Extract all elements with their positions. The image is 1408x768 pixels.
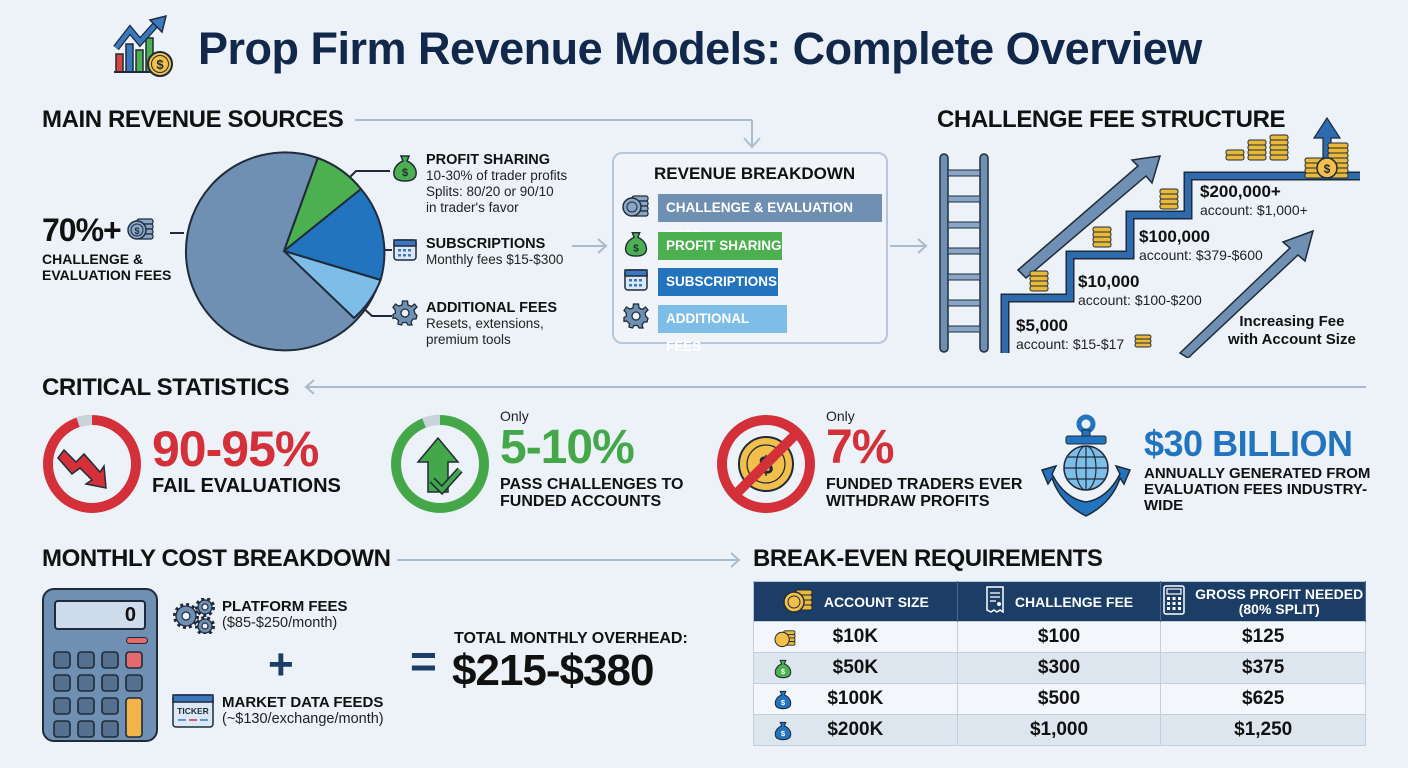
money-bag-green-icon: $ bbox=[774, 657, 792, 685]
break-even-table: ACCOUNT SIZE CHALLENGE FEE GROSS PROFIT … bbox=[753, 581, 1366, 746]
stat-fail-rate: 90-95% FAIL EVALUATIONS bbox=[152, 421, 341, 497]
table-row: $ $200K $1,000 $1,250 bbox=[753, 714, 1366, 747]
stat-industry-revenue: $30 BILLION ANNUALLY GENERATED FROM EVAL… bbox=[1144, 423, 1371, 514]
svg-text:$: $ bbox=[781, 667, 786, 676]
ladder-icon bbox=[939, 153, 989, 353]
pie-slice-challenge-fees bbox=[184, 151, 378, 352]
fee-structure-caption: Increasing Fee with Account Size bbox=[1228, 313, 1356, 348]
total-overhead-value: $215-$380 bbox=[452, 646, 654, 695]
svg-text:$: $ bbox=[781, 698, 786, 707]
money-bag-icon: $ bbox=[622, 229, 650, 262]
revenue-pie-chart bbox=[170, 151, 392, 352]
cost-item-market-data: TICKER MARKET DATA FEEDS (~$130/exchange… bbox=[172, 694, 384, 733]
calculator-icon bbox=[1163, 585, 1185, 618]
calendar-icon bbox=[392, 236, 418, 267]
svg-text:$: $ bbox=[633, 243, 639, 254]
calculator-display: 0 bbox=[54, 600, 146, 630]
section-title-revenue-sources: MAIN REVENUE SOURCES bbox=[42, 106, 344, 133]
coin-stack-icon bbox=[622, 192, 650, 223]
main-share-value: 70%+ bbox=[42, 212, 122, 248]
uptrend-check-icon bbox=[391, 414, 489, 513]
gear-icon bbox=[622, 303, 650, 334]
svg-text:$: $ bbox=[1324, 162, 1331, 176]
gears-icon bbox=[172, 597, 216, 639]
column-header-challenge-fee: CHALLENGE FEE bbox=[957, 581, 1162, 622]
pie-slice-additional-fees bbox=[283, 250, 382, 319]
page-title: Prop Firm Revenue Models: Complete Overv… bbox=[198, 23, 1202, 74]
column-header-gross-profit: GROSS PROFIT NEEDED (80% SPLIT) bbox=[1160, 581, 1366, 622]
trend-arrow-icon bbox=[1016, 155, 1162, 280]
revenue-breakdown-panel: REVENUE BREAKDOWN CHALLENGE & EVALUATION… bbox=[612, 152, 888, 354]
main-share-label: 70%+ $ CHALLENGE & EVALUATION FEES bbox=[42, 212, 171, 283]
svg-text:$: $ bbox=[156, 57, 164, 72]
svg-text:$: $ bbox=[402, 167, 408, 179]
table-header-row: ACCOUNT SIZE CHALLENGE FEE GROSS PROFIT … bbox=[753, 581, 1366, 622]
no-money-icon: $ bbox=[717, 415, 815, 513]
coin-stack-icon: $ bbox=[127, 215, 155, 246]
coin-stack-icon bbox=[782, 586, 814, 617]
receipt-icon bbox=[985, 585, 1005, 618]
chart-growth-coin-icon: $ bbox=[112, 14, 182, 85]
section-title-break-even: BREAK-EVEN REQUIREMENTS bbox=[753, 545, 1103, 572]
legend-item-profit-sharing: $ PROFIT SHARING 10-30% of trader profit… bbox=[392, 152, 567, 216]
ticker-icon: TICKER bbox=[172, 694, 214, 733]
plus-sign: + bbox=[268, 640, 294, 689]
pie-slice-subscriptions bbox=[283, 188, 386, 281]
column-header-account-size: ACCOUNT SIZE bbox=[753, 581, 958, 622]
money-bag-blue-icon: $ bbox=[774, 688, 792, 716]
table-row: $ $100K $500 $625 bbox=[753, 683, 1366, 716]
svg-text:$: $ bbox=[134, 226, 139, 236]
money-bag-icon: $ bbox=[392, 152, 418, 187]
table-row: $ $50K $300 $375 bbox=[753, 652, 1366, 685]
equals-sign: = bbox=[410, 635, 437, 687]
breakdown-title: REVENUE BREAKDOWN bbox=[654, 164, 856, 183]
calendar-icon bbox=[622, 266, 650, 297]
section-title-monthly-cost: MONTHLY COST BREAKDOWN bbox=[42, 545, 391, 572]
gear-icon bbox=[392, 300, 418, 331]
connector-arrow bbox=[397, 552, 741, 568]
connector-arrow bbox=[355, 119, 761, 149]
arrow-right-icon bbox=[572, 238, 608, 254]
calculator-icon: 0 bbox=[42, 588, 158, 742]
breakdown-item-subscriptions: SUBSCRIPTIONS bbox=[622, 266, 778, 297]
tier-10k: $10,000 account: $100-$200 bbox=[1078, 272, 1202, 308]
svg-text:$: $ bbox=[781, 729, 786, 738]
breakdown-item-challenge-fees: CHALLENGE & EVALUATION FEES bbox=[622, 192, 882, 243]
fee-staircase-graphic: $ bbox=[939, 116, 1360, 358]
total-overhead-label: TOTAL MONTHLY OVERHEAD: bbox=[454, 630, 688, 647]
cost-item-platform-fees: PLATFORM FEES ($85-$250/month) bbox=[172, 597, 348, 639]
main-share-caption: CHALLENGE & EVALUATION FEES bbox=[42, 251, 172, 283]
tier-100k: $100,000 account: $379-$600 bbox=[1139, 227, 1263, 263]
trend-arrow-icon bbox=[1178, 229, 1315, 358]
arrow-right-icon bbox=[890, 238, 928, 254]
stat-pass-rate: Only 5-10% PASS CHALLENGES TO FUNDED ACC… bbox=[500, 408, 684, 510]
table-row: $10K $100 $125 bbox=[753, 621, 1366, 654]
downtrend-arrow-icon bbox=[43, 415, 141, 513]
breakdown-item-profit-sharing: $ PROFIT SHARING bbox=[622, 229, 782, 262]
tier-5k: $5,000 account: $15-$17 bbox=[1016, 316, 1125, 352]
stat-withdraw-rate: Only 7% FUNDED TRADERS EVER WITHDRAW PRO… bbox=[826, 408, 1023, 510]
legend-item-additional-fees: ADDITIONAL FEES Resets, extensions, prem… bbox=[392, 300, 557, 348]
tier-200k: $200,000+ account: $1,000+ bbox=[1200, 182, 1308, 218]
header: $ Prop Firm Revenue Models: Complete Ove… bbox=[112, 14, 1202, 84]
breakdown-item-additional-fees: ADDITIONAL FEES bbox=[622, 303, 787, 354]
anchor-globe-icon bbox=[1040, 414, 1132, 517]
svg-text:TICKER: TICKER bbox=[177, 706, 209, 716]
connector-arrow-left bbox=[304, 379, 1366, 395]
legend-item-subscriptions: SUBSCRIPTIONS Monthly fees $15-$300 bbox=[392, 236, 563, 268]
coin-stack-icon bbox=[772, 628, 798, 654]
money-bag-blue-icon: $ bbox=[774, 719, 792, 747]
section-title-fee-structure: CHALLENGE FEE STRUCTURE bbox=[937, 106, 1286, 133]
section-title-statistics: CRITICAL STATISTICS bbox=[42, 374, 290, 401]
